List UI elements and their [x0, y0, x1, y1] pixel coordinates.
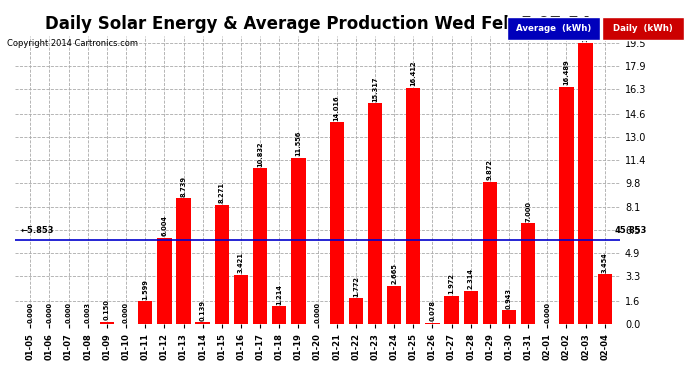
Text: 7.000: 7.000: [525, 201, 531, 222]
Bar: [521, 223, 535, 324]
Text: 1.972: 1.972: [448, 273, 455, 294]
Bar: [330, 122, 344, 324]
Bar: [138, 301, 152, 324]
Text: Daily  (kWh): Daily (kWh): [613, 24, 673, 33]
Text: 1.214: 1.214: [276, 284, 282, 305]
Text: 0.003: 0.003: [85, 302, 91, 322]
Text: Copyright 2014 Cartronics.com: Copyright 2014 Cartronics.com: [7, 39, 138, 48]
Bar: [291, 158, 306, 324]
Text: 16.412: 16.412: [411, 60, 416, 86]
Text: 0.000: 0.000: [28, 302, 33, 322]
Text: 14.016: 14.016: [334, 95, 339, 121]
Text: 0.000: 0.000: [66, 302, 72, 322]
Text: 0.943: 0.943: [506, 288, 512, 309]
Bar: [368, 104, 382, 324]
Text: 8.271: 8.271: [219, 182, 225, 203]
Bar: [598, 274, 612, 324]
Bar: [234, 275, 248, 324]
Bar: [406, 88, 420, 324]
Bar: [444, 296, 459, 324]
Text: 11.556: 11.556: [295, 131, 302, 156]
Text: 0.000: 0.000: [46, 302, 52, 322]
Bar: [464, 291, 478, 324]
Bar: [177, 198, 190, 324]
Text: 10.832: 10.832: [257, 141, 263, 166]
Text: 16.489: 16.489: [564, 60, 569, 85]
Text: 0.000: 0.000: [315, 302, 321, 322]
Bar: [348, 298, 363, 324]
Text: ←5.853: ←5.853: [21, 226, 55, 236]
Text: 0.000: 0.000: [544, 302, 551, 322]
Bar: [195, 322, 210, 324]
Bar: [253, 168, 267, 324]
Bar: [272, 306, 286, 324]
Bar: [502, 310, 516, 324]
Title: Daily Solar Energy & Average Production Wed Feb 5 07:54: Daily Solar Energy & Average Production …: [45, 15, 591, 33]
Text: 0.150: 0.150: [104, 300, 110, 320]
Text: 15.317: 15.317: [372, 76, 378, 102]
Text: 2.314: 2.314: [468, 268, 474, 289]
Text: 3.454: 3.454: [602, 252, 608, 273]
Text: 8.739: 8.739: [181, 176, 186, 196]
Text: 1.599: 1.599: [142, 279, 148, 300]
Bar: [578, 43, 593, 324]
Bar: [483, 182, 497, 324]
Text: Average  (kWh): Average (kWh): [516, 24, 591, 33]
Bar: [560, 87, 573, 324]
Text: 45.853: 45.853: [614, 226, 647, 236]
Bar: [157, 237, 172, 324]
Text: 0.139: 0.139: [199, 300, 206, 321]
Text: 2.665: 2.665: [391, 263, 397, 284]
Text: 3.421: 3.421: [238, 252, 244, 273]
Text: 0.000: 0.000: [123, 302, 129, 322]
Bar: [425, 323, 440, 324]
Text: 1.772: 1.772: [353, 276, 359, 297]
Bar: [387, 286, 402, 324]
Text: 0.078: 0.078: [429, 300, 435, 321]
Text: 6.004: 6.004: [161, 215, 168, 236]
Bar: [215, 205, 229, 324]
Bar: [100, 322, 114, 324]
Text: 19.503: 19.503: [582, 16, 589, 42]
Text: 9.872: 9.872: [487, 159, 493, 180]
